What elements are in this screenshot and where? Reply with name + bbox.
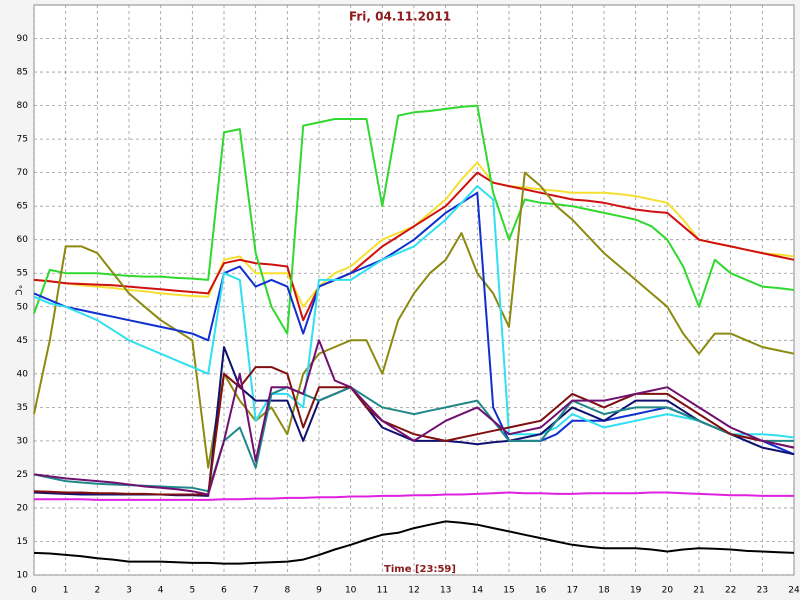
series-line [34, 491, 794, 501]
y-tick-label: 80 [17, 101, 29, 111]
y-tick-label: 60 [17, 235, 29, 245]
x-tick-label: 21 [693, 586, 704, 596]
series-line [33, 520, 795, 565]
x-tick-label: 6 [221, 586, 227, 596]
x-tick-label: 23 [757, 586, 768, 596]
y-tick-label: 40 [17, 369, 29, 379]
series-line [33, 386, 794, 493]
y-tick-label: 85 [17, 68, 28, 78]
y-tick-label: 30 [17, 436, 29, 446]
x-tick-label: 3 [126, 586, 132, 596]
lines [33, 104, 795, 565]
y-tick-label: 70 [17, 168, 29, 178]
series-line [33, 171, 795, 322]
x-tick-label: 20 [662, 586, 674, 596]
x-tick-label: 7 [253, 586, 259, 596]
x-tick-label: 4 [158, 586, 164, 596]
x-tick-label: 2 [94, 586, 100, 596]
x-tick-label: 5 [189, 586, 195, 596]
y-tick-label: 25 [17, 470, 28, 480]
series-line [33, 104, 795, 335]
x-tick-label: 0 [31, 586, 37, 596]
series-line [33, 366, 795, 496]
y-tick-label: 20 [17, 503, 29, 513]
y-tick-label: 15 [17, 537, 28, 547]
x-tick-label: 8 [284, 586, 290, 596]
series-line [33, 171, 795, 469]
x-tick-label: 10 [345, 586, 357, 596]
series-line [33, 185, 795, 439]
x-tick-label: 13 [440, 586, 451, 596]
x-tick-label: 17 [567, 586, 578, 596]
y-axis-label: °C [13, 285, 23, 296]
grid [33, 5, 795, 576]
y-tick-label: 90 [17, 34, 29, 44]
x-tick-label: 24 [788, 586, 800, 596]
x-tick-label: 1 [63, 586, 69, 596]
y-tick-label: 65 [17, 202, 28, 212]
x-tick-label: 9 [316, 586, 322, 596]
chart-title: Fri, 04.11.2011 [349, 10, 451, 24]
y-tick-label: 45 [17, 336, 28, 346]
x-tick-label: 16 [535, 586, 547, 596]
x-tick-label: 19 [630, 586, 642, 596]
y-tick-label: 10 [17, 571, 29, 581]
y-tick-label: 55 [17, 269, 28, 279]
x-tick-label: 18 [598, 586, 610, 596]
x-axis-label: Time [23:59] [384, 564, 456, 575]
y-tick-label: 50 [17, 302, 29, 312]
x-tick-label: 12 [408, 586, 419, 596]
series-line [33, 339, 795, 496]
x-tick-label: 11 [377, 586, 388, 596]
y-tick-label: 75 [17, 135, 28, 145]
x-tick-label: 22 [725, 586, 736, 596]
y-tick-label: 35 [17, 403, 28, 413]
x-tick-label: 15 [503, 586, 514, 596]
x-tick-label: 14 [472, 586, 484, 596]
